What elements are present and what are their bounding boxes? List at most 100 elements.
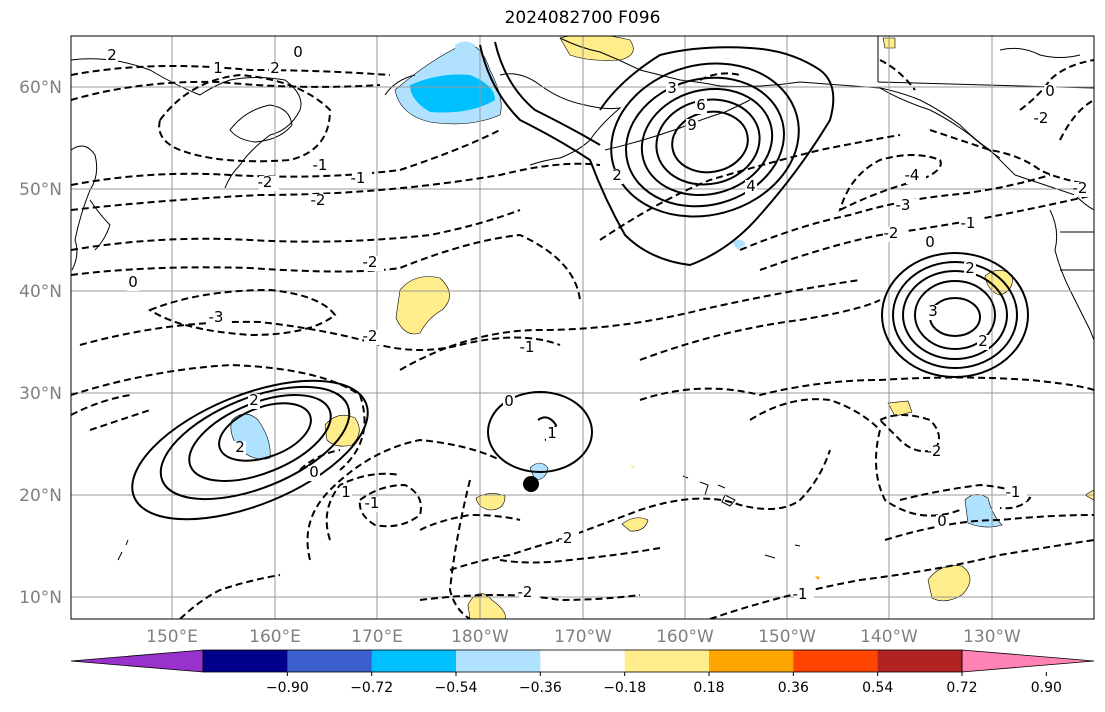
colorbar-tick-label: −0.18 [603, 680, 646, 696]
contour-label: -3 [209, 308, 224, 326]
map-title: 2024082700 F096 [504, 8, 661, 28]
contour-label: 0 [937, 512, 947, 530]
contour-label: 2 [965, 259, 975, 277]
contour-label-bg [521, 341, 541, 356]
colorbar-extend-low [70, 649, 204, 673]
contour-label: 0 [293, 43, 303, 61]
contour-label-bg [1074, 182, 1094, 197]
contour-label: 2 [249, 391, 259, 409]
contour-label-bg [686, 119, 698, 134]
contour-label-bg [546, 427, 558, 442]
contour-label-bg [924, 236, 936, 251]
contour-label-bg [897, 199, 917, 214]
colorbar-segment [371, 650, 457, 672]
colorbar: −0.90 −0.72 −0.54 −0.36 −0.18 0.18 0.36 0.54 0.7… [70, 649, 1095, 696]
contour-label-bg [340, 486, 352, 501]
colorbar-tick-label: 0.36 [778, 680, 809, 696]
lon-label-170w: 170°W [554, 627, 612, 647]
latitude-labels: 60°N 50°N 40°N 30°N 20°N 10°N [19, 78, 62, 608]
contour-label-bg [964, 262, 976, 277]
contour-label-bg [745, 180, 757, 195]
contour-label: 2 [235, 438, 245, 456]
contour-label-bg [1007, 486, 1027, 501]
lon-label-160e: 160°E [249, 627, 301, 647]
contour-label: 2 [270, 59, 280, 77]
colorbar-segment [877, 650, 963, 672]
colorbar-segment [793, 650, 879, 672]
colorbar-extend-high [961, 649, 1095, 673]
contour-label-bg [364, 330, 384, 345]
colorbar-segment [540, 650, 626, 672]
contour-label: -2 [363, 253, 378, 271]
contour-label-bg [234, 441, 246, 456]
contour-label: -2 [1073, 179, 1088, 197]
lat-label-50n: 50°N [19, 180, 62, 200]
contour-label: 0 [504, 392, 514, 410]
contour-label: 0 [1045, 82, 1055, 100]
colorbar-segment [203, 650, 288, 672]
lon-label-160w: 160°W [656, 627, 714, 647]
map-frame [70, 35, 1095, 620]
contour-label: -2 [558, 529, 573, 547]
contour-label: 0 [925, 233, 935, 251]
lat-label-60n: 60°N [19, 78, 62, 98]
contour-label: -2 [1034, 109, 1049, 127]
contour-label-bg [212, 62, 224, 77]
contour-label: 3 [928, 302, 938, 320]
lon-label-170e: 170°E [351, 627, 403, 647]
contour-label-bg [210, 311, 230, 326]
contour-label: 0 [309, 463, 319, 481]
contour-label-bg [666, 82, 678, 97]
contour-label: -4 [905, 166, 920, 184]
lon-label-180w: 180°W [451, 627, 509, 647]
contour-label-bg [106, 49, 118, 64]
contour-label: -2 [258, 173, 273, 191]
contour-label-bg [127, 276, 139, 291]
contour-label-bg [269, 62, 281, 77]
contour-label: 3 [667, 79, 677, 97]
colorbar-segment [456, 650, 541, 672]
longitude-labels: 150°E 160°E 170°E 180°W 170°W 160°W 150°… [146, 627, 1021, 647]
contour-label-bg [314, 159, 334, 174]
contour-label-bg [885, 227, 905, 242]
contour-label: -1 [1006, 483, 1021, 501]
contour-label-bg [519, 586, 539, 601]
colorbar-tick-label: 0.54 [862, 680, 893, 696]
contour-label-bg [259, 176, 279, 191]
colorbar-outline [202, 649, 963, 673]
contour-label-bg [695, 99, 707, 114]
colorbar-tick-label: −0.72 [350, 680, 393, 696]
contour-label: 4 [746, 177, 756, 195]
contour-label-bg [308, 466, 320, 481]
lat-label-40n: 40°N [19, 282, 62, 302]
colorbar-segment [624, 650, 710, 672]
contour-label: -1 [793, 585, 808, 603]
contour-label: 0 [128, 273, 138, 291]
lat-label-10n: 10°N [19, 588, 62, 608]
contour-label-bg [928, 445, 948, 460]
contour-label: -2 [884, 224, 899, 242]
contour-label-bg [312, 194, 332, 209]
contour-label-bg [364, 256, 384, 271]
contour-label-bg [248, 394, 260, 409]
contour-label: 2 [978, 332, 988, 350]
contour-label: -2 [518, 583, 533, 601]
colorbar-segment [709, 650, 794, 672]
contour-label: 1 [213, 59, 223, 77]
contour-label: -3 [896, 196, 911, 214]
contour-label-bg [1035, 112, 1055, 127]
lon-label-140w: 140°W [860, 627, 918, 647]
contour-label: 1 [341, 483, 351, 501]
positive-contours [131, 41, 1029, 521]
contour-label-bg [927, 305, 939, 320]
contour-label-bg [962, 217, 982, 232]
contour-label-bg [977, 335, 989, 350]
contour-label: 6 [696, 96, 706, 114]
lon-label-130w: 130°W [963, 627, 1021, 647]
contour-label-bg [611, 169, 623, 184]
negative-contours [71, 59, 1094, 619]
contour-label: -2 [363, 327, 378, 345]
storm-center-dot [523, 476, 539, 492]
